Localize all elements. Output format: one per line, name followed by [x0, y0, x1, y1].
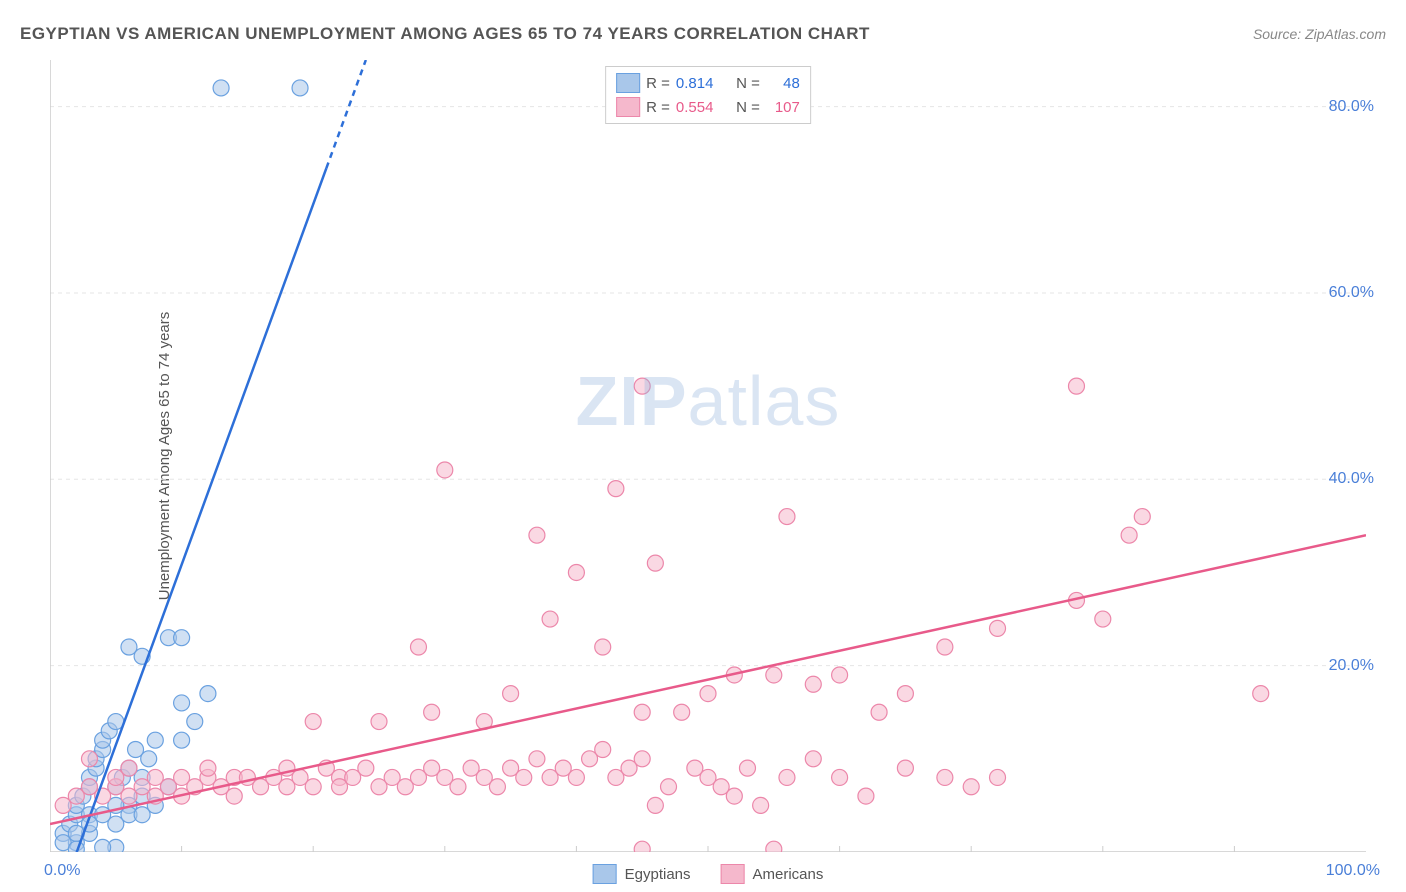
legend-r-value: 0.814 — [676, 75, 726, 92]
data-point — [200, 686, 216, 702]
data-point — [858, 788, 874, 804]
data-point — [529, 751, 545, 767]
y-axis-tick-label: 20.0% — [1329, 657, 1374, 675]
legend-swatch — [593, 864, 617, 884]
data-point — [568, 564, 584, 580]
data-point — [568, 769, 584, 785]
legend-label: Egyptians — [625, 866, 691, 883]
data-point — [1134, 509, 1150, 525]
data-point — [1253, 686, 1269, 702]
legend-r-label: R = — [646, 99, 670, 116]
source-attribution: Source: ZipAtlas.com — [1253, 26, 1386, 42]
y-axis-tick-label: 60.0% — [1329, 284, 1374, 302]
data-point — [990, 769, 1006, 785]
data-point — [200, 760, 216, 776]
data-point — [371, 714, 387, 730]
legend-swatch — [616, 97, 640, 117]
data-point — [542, 611, 558, 627]
data-point — [779, 769, 795, 785]
data-point — [305, 779, 321, 795]
data-point — [187, 714, 203, 730]
y-axis-tick-label: 40.0% — [1329, 470, 1374, 488]
data-point — [674, 704, 690, 720]
legend-r-value: 0.554 — [676, 99, 726, 116]
legend-item: Egyptians — [593, 864, 691, 884]
legend-n-value: 48 — [766, 75, 800, 92]
data-point — [213, 80, 229, 96]
data-point — [410, 639, 426, 655]
legend-item: Americans — [721, 864, 824, 884]
data-point — [739, 760, 755, 776]
data-point — [489, 779, 505, 795]
data-point — [95, 839, 111, 852]
data-point — [634, 841, 650, 852]
legend-r-label: R = — [646, 75, 670, 92]
data-point — [766, 667, 782, 683]
data-point — [937, 639, 953, 655]
legend-swatch — [616, 73, 640, 93]
data-point — [595, 639, 611, 655]
data-point — [450, 779, 466, 795]
data-point — [990, 620, 1006, 636]
data-point — [700, 686, 716, 702]
legend-row: R = 0.554 N = 107 — [616, 95, 800, 119]
data-point — [147, 732, 163, 748]
legend-label: Americans — [753, 866, 824, 883]
data-point — [779, 509, 795, 525]
data-point — [634, 751, 650, 767]
data-point — [766, 841, 782, 852]
data-point — [634, 704, 650, 720]
plot-area: ZIPatlas R = 0.814 N = 48R = 0.554 N = 1… — [50, 60, 1366, 852]
data-point — [726, 788, 742, 804]
legend-n-value: 107 — [766, 99, 800, 116]
data-point — [832, 769, 848, 785]
data-point — [174, 695, 190, 711]
data-point — [647, 797, 663, 813]
data-point — [897, 760, 913, 776]
data-point — [424, 704, 440, 720]
data-point — [937, 769, 953, 785]
legend-n-label: N = — [732, 75, 760, 92]
scatter-chart-svg — [50, 60, 1366, 852]
data-point — [226, 788, 242, 804]
data-point — [1121, 527, 1137, 543]
data-point — [897, 686, 913, 702]
data-point — [595, 742, 611, 758]
data-point — [647, 555, 663, 571]
data-point — [305, 714, 321, 730]
x-axis-min-label: 0.0% — [44, 862, 80, 880]
data-point — [871, 704, 887, 720]
data-point — [81, 751, 97, 767]
data-point — [805, 676, 821, 692]
data-point — [516, 769, 532, 785]
data-point — [503, 686, 519, 702]
legend-n-label: N = — [732, 99, 760, 116]
series-legend: Egyptians Americans — [593, 864, 824, 884]
data-point — [529, 527, 545, 543]
data-point — [141, 751, 157, 767]
data-point — [634, 378, 650, 394]
data-point — [963, 779, 979, 795]
data-point — [1095, 611, 1111, 627]
data-point — [358, 760, 374, 776]
chart-title: EGYPTIAN VS AMERICAN UNEMPLOYMENT AMONG … — [20, 24, 870, 44]
data-point — [1068, 378, 1084, 394]
chart-container: Unemployment Among Ages 65 to 74 years Z… — [50, 60, 1366, 852]
data-point — [437, 462, 453, 478]
data-point — [661, 779, 677, 795]
trendline-dashed — [326, 60, 365, 168]
data-point — [832, 667, 848, 683]
data-point — [121, 760, 137, 776]
x-axis-max-label: 100.0% — [1326, 862, 1380, 880]
correlation-legend: R = 0.814 N = 48R = 0.554 N = 107 — [605, 66, 811, 124]
legend-swatch — [721, 864, 745, 884]
data-point — [174, 732, 190, 748]
data-point — [174, 630, 190, 646]
data-point — [805, 751, 821, 767]
data-point — [753, 797, 769, 813]
legend-row: R = 0.814 N = 48 — [616, 71, 800, 95]
y-axis-tick-label: 80.0% — [1329, 98, 1374, 116]
data-point — [292, 80, 308, 96]
data-point — [608, 481, 624, 497]
